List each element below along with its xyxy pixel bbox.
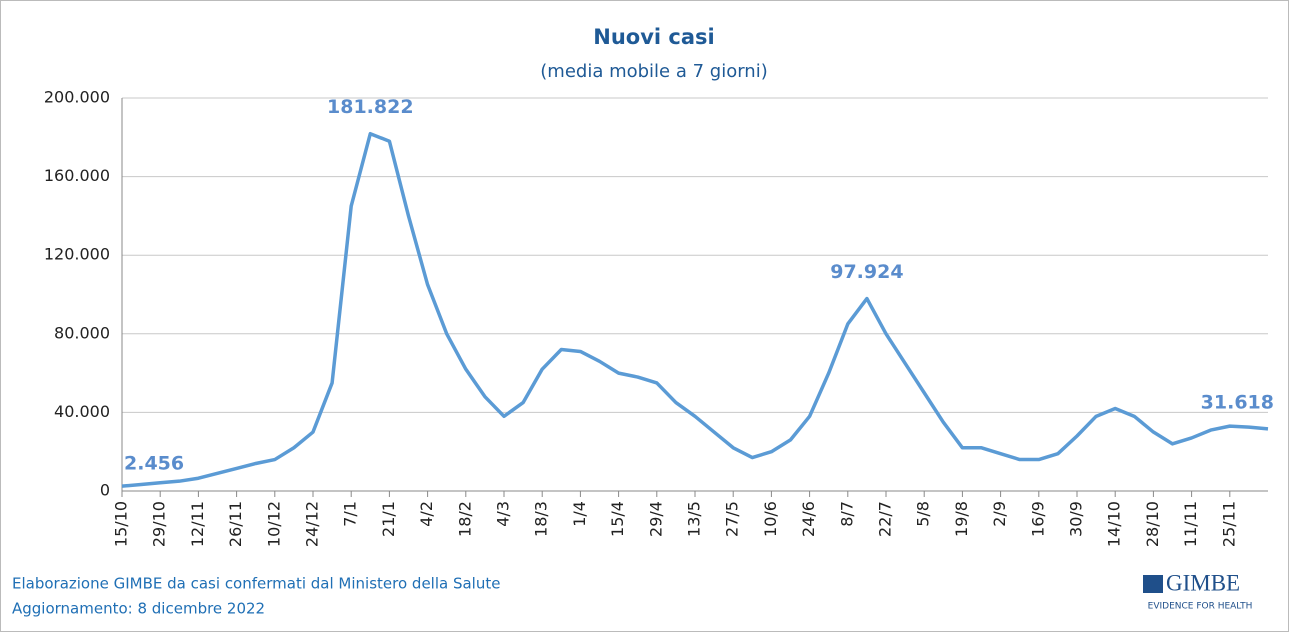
y-tick-label: 160.000: [44, 166, 110, 185]
y-tick-label: 200.000: [44, 88, 110, 107]
x-tick-label: 14/10: [1105, 501, 1124, 547]
x-tick-label: 4/3: [494, 501, 513, 527]
source-note: Elaborazione GIMBE da casi confermati da…: [12, 575, 500, 593]
x-tick-label: 21/1: [379, 501, 398, 537]
x-tick-label: 5/8: [914, 501, 933, 527]
x-tick-label: 7/1: [341, 501, 360, 527]
x-tick-label: 12/11: [188, 501, 207, 547]
x-tick-label: 8/7: [837, 501, 856, 527]
x-tick-label: 29/10: [150, 501, 169, 547]
x-tick-label: 18/2: [455, 501, 474, 537]
y-tick-label: 80.000: [54, 323, 110, 342]
x-tick-label: 27/5: [723, 501, 742, 537]
x-tick-label: 18/3: [532, 501, 551, 537]
y-tick-label: 40.000: [54, 402, 110, 421]
x-tick-label: 4/2: [417, 501, 436, 527]
logo: GIMBE: [1166, 570, 1240, 595]
x-tick-label: 16/9: [1028, 501, 1047, 537]
x-tick-label: 1/4: [570, 501, 589, 527]
x-tick-label: 30/9: [1067, 501, 1086, 537]
x-tick-label: 24/6: [799, 501, 818, 537]
x-tick-label: 15/10: [112, 501, 131, 547]
x-tick-label: 29/4: [646, 501, 665, 537]
data-label: 181.822: [327, 96, 414, 118]
x-tick-label: 25/11: [1219, 501, 1238, 547]
x-tick-label: 13/5: [685, 501, 704, 537]
chart-subtitle: (media mobile a 7 giorni): [540, 61, 767, 82]
logo-icon: [1143, 575, 1163, 593]
x-tick-label: 24/12: [303, 501, 322, 547]
logo-tagline: EVIDENCE FOR HEALTH: [1148, 602, 1253, 612]
x-tick-label: 28/10: [1143, 501, 1162, 547]
x-tick-label: 15/4: [608, 501, 627, 537]
x-tick-label: 19/8: [952, 501, 971, 537]
series-line: [121, 131, 1269, 488]
x-tick-label: 10/6: [761, 501, 780, 537]
chart-title: Nuovi casi: [593, 25, 714, 49]
data-label: 2.456: [124, 453, 184, 475]
x-tick-label: 10/12: [264, 501, 283, 547]
x-tick-label: 22/7: [876, 501, 895, 537]
update-note: Aggiornamento: 8 dicembre 2022: [12, 600, 265, 618]
data-label: 97.924: [830, 261, 903, 283]
x-tick-label: 26/11: [226, 501, 245, 547]
x-tick-label: 2/9: [990, 501, 1009, 527]
data-label: 31.618: [1201, 391, 1274, 413]
x-tick-label: 11/11: [1181, 501, 1200, 547]
y-tick-label: 120.000: [44, 245, 110, 264]
y-tick-label: 0: [100, 481, 110, 500]
